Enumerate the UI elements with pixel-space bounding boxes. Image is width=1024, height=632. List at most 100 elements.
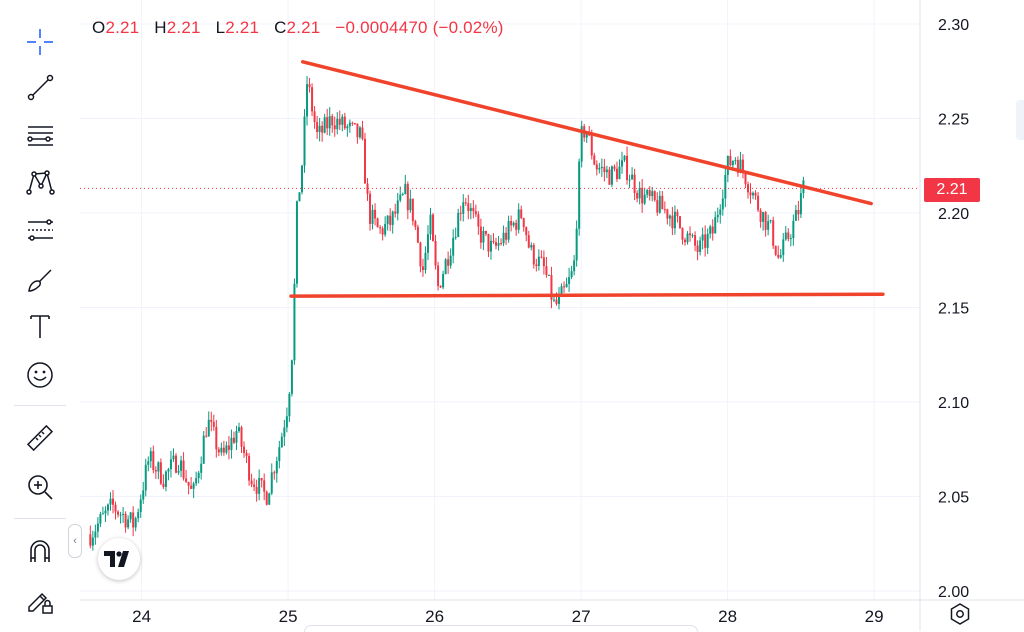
candle-body xyxy=(285,416,288,428)
candle-body xyxy=(328,116,331,129)
candle-body xyxy=(512,222,515,226)
candle-body xyxy=(492,240,495,243)
candle-body xyxy=(462,202,465,214)
candle-body xyxy=(633,174,636,193)
high-value: 2.21 xyxy=(166,18,201,37)
candle-body xyxy=(515,222,518,230)
candle-body xyxy=(608,169,611,185)
settings-icon[interactable] xyxy=(948,602,972,626)
candle-body xyxy=(318,125,321,133)
trend-line-icon[interactable] xyxy=(20,67,60,107)
brush-icon[interactable] xyxy=(20,260,60,300)
candle-body xyxy=(127,519,130,528)
candle-body xyxy=(144,464,147,491)
candle-body xyxy=(739,159,742,173)
candle-body xyxy=(661,195,664,210)
candle-body xyxy=(532,244,535,265)
right-panel-tab[interactable] xyxy=(1016,100,1024,140)
candle-body xyxy=(482,231,485,243)
candle-body xyxy=(280,436,283,448)
candle-body xyxy=(641,187,644,204)
candle-body xyxy=(762,212,765,222)
candle-body xyxy=(351,122,354,124)
horizontal-lines-icon[interactable] xyxy=(20,115,60,155)
candle-body xyxy=(411,198,414,222)
candle-body xyxy=(159,462,162,484)
lock-drawing-icon[interactable] xyxy=(20,580,60,620)
candle-body xyxy=(263,480,266,492)
candle-body xyxy=(298,192,301,202)
change-value: −0.0004470 (−0.02%) xyxy=(335,18,504,37)
candle-body xyxy=(545,266,548,276)
candle-body xyxy=(558,293,561,304)
candle-body xyxy=(530,244,533,248)
candle-body xyxy=(379,227,382,229)
candle-body xyxy=(124,513,127,528)
candle-body xyxy=(631,174,634,180)
candle-body xyxy=(719,209,722,215)
candle-body xyxy=(99,514,102,524)
candle-body xyxy=(112,498,115,505)
candle-body xyxy=(767,221,770,230)
text-icon[interactable] xyxy=(20,306,60,346)
candle-body xyxy=(542,257,545,267)
candle-body xyxy=(683,239,686,243)
pattern-icon[interactable] xyxy=(20,162,60,202)
candle-body xyxy=(432,214,435,241)
candle-body xyxy=(794,209,797,221)
candle-body xyxy=(192,483,195,489)
candle-body xyxy=(215,426,218,450)
candle-body xyxy=(522,218,525,228)
candle-body xyxy=(416,226,419,243)
candle-body xyxy=(180,460,183,471)
candle-body xyxy=(182,460,185,479)
candle-body xyxy=(313,111,316,122)
candle-body xyxy=(495,242,498,246)
time-scale-handle[interactable] xyxy=(304,625,698,632)
candle-body xyxy=(757,195,760,211)
magnet-icon[interactable] xyxy=(20,532,60,572)
tradingview-logo[interactable] xyxy=(98,538,140,580)
price-chart[interactable]: 2.30 2.25 2.20 2.15 2.10 2.05 2.00 24 25 26 27 28 29 xyxy=(80,0,1024,631)
candle-body xyxy=(799,193,802,215)
close-value: 2.21 xyxy=(286,18,321,37)
candle-body xyxy=(419,242,422,267)
emoji-icon[interactable] xyxy=(20,355,60,395)
candle-body xyxy=(227,445,230,450)
candle-body xyxy=(474,211,477,215)
candle-body xyxy=(260,478,263,481)
candle-body xyxy=(540,256,543,258)
candle-body xyxy=(164,471,167,487)
candle-body xyxy=(643,194,646,204)
candle-body xyxy=(374,209,377,219)
candle-body xyxy=(210,419,213,422)
candle-body xyxy=(134,518,137,528)
candle-body xyxy=(122,513,125,515)
crosshair-icon[interactable] xyxy=(20,22,60,62)
candle-body xyxy=(613,166,616,169)
candle-body xyxy=(288,393,291,417)
candle-body xyxy=(399,194,402,201)
candle-body xyxy=(300,165,303,193)
open-label: O xyxy=(92,18,106,37)
ruler-icon[interactable] xyxy=(20,418,60,458)
candle-body xyxy=(729,155,732,166)
candle-body xyxy=(366,183,369,194)
collapse-toolbar-button[interactable]: ‹ xyxy=(68,524,82,558)
candle-body xyxy=(147,461,150,465)
fib-icon[interactable] xyxy=(20,210,60,250)
candle-body xyxy=(401,193,404,195)
zoom-in-icon[interactable] xyxy=(20,467,60,507)
candle-body xyxy=(550,274,553,300)
candle-body xyxy=(295,201,298,284)
candle-body xyxy=(371,209,374,224)
candle-body xyxy=(626,155,629,181)
candle-body xyxy=(404,183,407,194)
candle-body xyxy=(573,260,576,272)
open-value: 2.21 xyxy=(105,18,140,37)
candle-body xyxy=(560,286,563,294)
candle-body xyxy=(623,155,626,161)
candle-body xyxy=(653,191,656,201)
resistance-trendline xyxy=(301,60,873,206)
toolbar-separator xyxy=(14,405,66,406)
